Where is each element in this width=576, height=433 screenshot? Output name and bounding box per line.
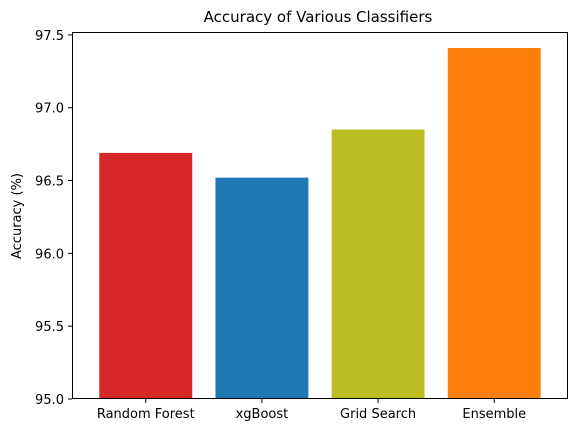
y-tick-label: 95.0 [35, 393, 64, 408]
y-tick-label: 96.5 [35, 175, 64, 190]
x-tick-label: Random Forest [97, 407, 195, 422]
x-axis-ticks: Random Forest xgBoost Grid Search Ensemble [97, 399, 526, 422]
bars-group [99, 48, 541, 400]
y-tick-label: 97.5 [35, 29, 64, 44]
y-axis-ticks: 95.0 95.5 96.0 96.5 97.0 97.5 [35, 29, 72, 408]
y-tick-label: 96.0 [35, 247, 64, 262]
bar-xgboost [215, 177, 309, 399]
bar-grid-search [331, 129, 425, 400]
plot-frame [72, 32, 568, 399]
y-axis-label: Accuracy (%) [10, 173, 25, 259]
bar-ensemble [447, 48, 541, 400]
x-tick-label: Grid Search [340, 407, 416, 422]
chart-title: Accuracy of Various Classifiers [204, 8, 433, 26]
x-tick-label: Ensemble [462, 407, 526, 422]
y-tick-label: 95.5 [35, 320, 64, 335]
x-tick-label: xgBoost [236, 407, 289, 422]
bar-random-forest [99, 152, 193, 399]
y-tick-label: 97.0 [35, 102, 64, 117]
